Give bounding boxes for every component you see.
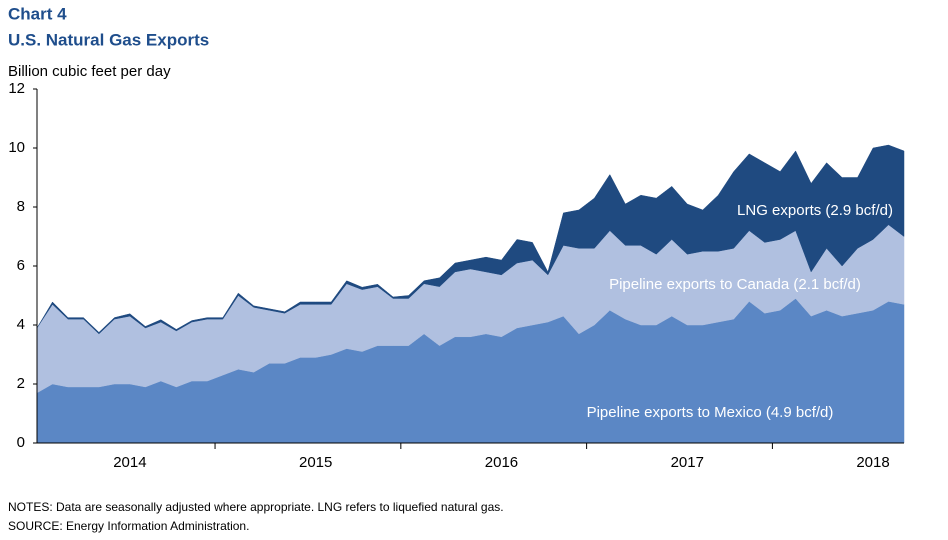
series-label: Pipeline exports to Mexico (4.9 bcf/d) [587,404,834,421]
x-tick-label: 2014 [113,454,146,471]
y-tick-label: 6 [17,257,25,274]
y-tick-label: 10 [8,139,25,156]
y-tick-label: 4 [17,316,25,333]
chart-title: Chart 4 [8,4,67,23]
chart-subtitle: U.S. Natural Gas Exports [8,30,209,49]
x-tick-label: 2015 [299,454,332,471]
source: SOURCE: Energy Information Administratio… [8,519,249,533]
y-tick-label: 2 [17,375,25,392]
x-tick-label: 2018 [856,454,889,471]
x-tick-label: 2016 [485,454,518,471]
notes: NOTES: Data are seasonally adjusted wher… [8,500,504,514]
x-tick-label: 2017 [671,454,704,471]
y-tick-label: 12 [8,80,25,97]
y-tick-label: 8 [17,198,25,215]
y-tick-label: 0 [17,434,25,451]
series-label: Pipeline exports to Canada (2.1 bcf/d) [609,276,861,293]
area [36,144,905,335]
series-label: LNG exports (2.9 bcf/d) [737,202,893,219]
y-axis-label: Billion cubic feet per day [8,63,171,80]
